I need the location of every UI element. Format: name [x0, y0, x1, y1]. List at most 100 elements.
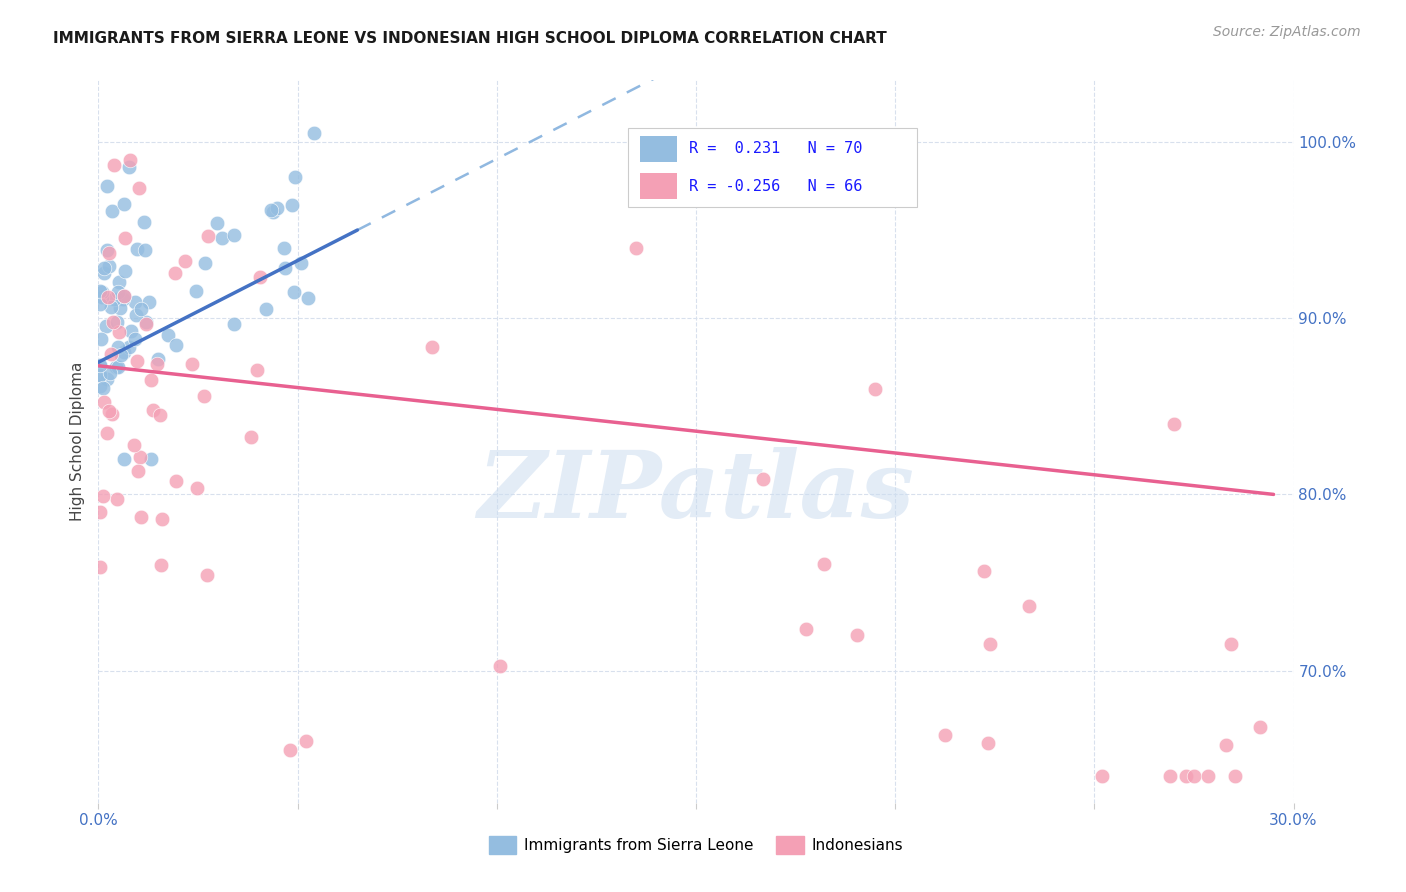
- Point: [1197, 769, 1219, 783]
- Point: [135, 317, 157, 331]
- Point: [110, 348, 132, 362]
- Point: [127, 354, 149, 368]
- Point: [489, 658, 512, 673]
- Point: [249, 269, 271, 284]
- Point: [278, 743, 301, 757]
- Point: [813, 557, 835, 571]
- Point: [134, 244, 156, 258]
- Point: [108, 325, 131, 339]
- Text: IMMIGRANTS FROM SIERRA LEONE VS INDONESIAN HIGH SCHOOL DIPLOMA CORRELATION CHART: IMMIGRANTS FROM SIERRA LEONE VS INDONESI…: [53, 31, 887, 46]
- Point: [105, 491, 128, 506]
- Point: [1159, 769, 1181, 783]
- Point: [118, 153, 141, 168]
- Point: [93, 261, 115, 276]
- Point: [262, 205, 284, 219]
- Point: [108, 301, 131, 315]
- Point: [103, 158, 125, 172]
- Point: [211, 231, 233, 245]
- Point: [146, 352, 169, 367]
- Point: [274, 261, 297, 276]
- Point: [96, 179, 118, 194]
- Point: [297, 291, 319, 305]
- Point: [101, 203, 124, 218]
- Point: [626, 241, 648, 255]
- Point: [107, 285, 129, 299]
- Point: [91, 489, 114, 503]
- Point: [846, 628, 869, 642]
- Point: [256, 302, 278, 317]
- Point: [96, 372, 118, 386]
- Point: [89, 358, 111, 372]
- Point: [129, 302, 152, 317]
- Point: [222, 318, 245, 332]
- Legend: Immigrants from Sierra Leone, Indonesians: Immigrants from Sierra Leone, Indonesian…: [482, 830, 910, 860]
- Point: [1215, 738, 1237, 752]
- Point: [112, 452, 135, 467]
- Point: [89, 284, 111, 298]
- Point: [107, 340, 129, 354]
- Point: [752, 471, 775, 485]
- Text: R = -0.256   N = 66: R = -0.256 N = 66: [689, 178, 862, 194]
- Point: [1220, 636, 1243, 650]
- Point: [89, 368, 111, 382]
- Point: [112, 289, 135, 303]
- Point: [1163, 417, 1185, 431]
- Y-axis label: High School Diploma: High School Diploma: [70, 362, 86, 521]
- Point: [118, 160, 141, 174]
- Text: ZIPatlas: ZIPatlas: [478, 447, 914, 537]
- Point: [89, 378, 111, 392]
- Point: [100, 366, 122, 380]
- Point: [165, 474, 187, 488]
- Point: [114, 264, 136, 278]
- Point: [163, 266, 186, 280]
- Point: [186, 481, 208, 495]
- Point: [290, 256, 312, 270]
- Point: [420, 340, 443, 354]
- Point: [108, 275, 131, 289]
- Point: [260, 203, 283, 218]
- Point: [90, 333, 112, 347]
- Point: [101, 314, 124, 328]
- Point: [283, 285, 305, 300]
- Point: [222, 227, 245, 242]
- Point: [91, 380, 114, 394]
- Point: [976, 736, 998, 750]
- Point: [281, 198, 304, 212]
- Bar: [640, 173, 678, 199]
- Point: [1223, 769, 1246, 783]
- Point: [149, 408, 172, 422]
- Point: [89, 368, 111, 383]
- Point: [205, 216, 228, 230]
- Point: [181, 358, 204, 372]
- Point: [103, 292, 125, 306]
- Point: [294, 734, 316, 748]
- Point: [93, 266, 115, 280]
- Point: [165, 338, 187, 352]
- Point: [105, 315, 128, 329]
- Point: [91, 289, 114, 303]
- Point: [184, 284, 207, 298]
- Point: [122, 438, 145, 452]
- Bar: [640, 136, 678, 161]
- Point: [173, 254, 195, 268]
- FancyBboxPatch shape: [628, 128, 917, 207]
- Point: [112, 345, 135, 359]
- Point: [135, 315, 157, 329]
- Point: [98, 246, 121, 260]
- Point: [1249, 720, 1271, 734]
- Point: [150, 512, 173, 526]
- Point: [91, 285, 114, 299]
- Point: [246, 363, 269, 377]
- Point: [124, 295, 146, 310]
- Point: [128, 450, 150, 464]
- Point: [112, 289, 135, 303]
- Point: [111, 292, 134, 306]
- Point: [1018, 599, 1040, 614]
- Point: [89, 359, 111, 373]
- Point: [134, 215, 156, 229]
- Point: [145, 357, 167, 371]
- Point: [96, 319, 118, 334]
- Point: [97, 403, 120, 417]
- Point: [304, 126, 326, 140]
- Text: R =  0.231   N = 70: R = 0.231 N = 70: [689, 142, 862, 156]
